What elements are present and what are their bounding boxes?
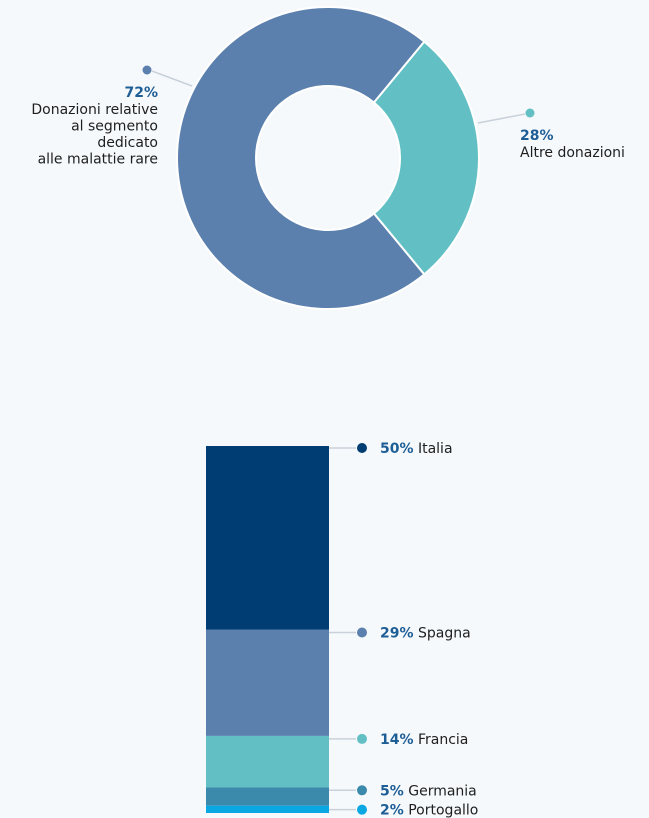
segment-percent: 2%	[380, 803, 404, 818]
segment-label: 2% Portogallo	[380, 803, 478, 818]
segment-name: Spagna	[414, 626, 471, 642]
donut-slice	[176, 6, 426, 310]
slice-percent: 72%	[124, 85, 158, 101]
bar-segment	[206, 629, 329, 736]
segment-label: 50% Italia	[380, 441, 453, 457]
segment-label: 14% Francia	[380, 732, 468, 748]
segment-name: Portogallo	[404, 803, 479, 818]
slice-label: dedicato	[97, 135, 158, 151]
label-dot	[357, 627, 367, 638]
leader-line	[151, 70, 193, 87]
bar-segment	[206, 735, 329, 788]
label-dot	[357, 733, 367, 744]
segment-label: 29% Spagna	[380, 626, 471, 642]
segment-name: Francia	[414, 732, 469, 748]
leader-line	[477, 113, 526, 124]
segment-percent: 29%	[380, 626, 414, 642]
label-dot	[357, 785, 367, 796]
segment-percent: 50%	[380, 441, 414, 457]
segment-label: 5% Germania	[380, 783, 477, 799]
bar-segment	[206, 805, 329, 813]
label-dot	[142, 65, 152, 75]
bar-segment	[206, 787, 329, 806]
slice-label: Donazioni relative	[31, 102, 158, 118]
slice-percent: 28%	[520, 128, 554, 144]
donut-slice	[372, 40, 480, 276]
label-dot	[525, 108, 535, 118]
slice-label: Altre donazioni	[520, 145, 625, 161]
segment-name: Italia	[414, 441, 453, 457]
segment-percent: 14%	[380, 732, 414, 748]
bar-segment	[206, 446, 329, 630]
slice-label: alle malattie rare	[38, 152, 158, 168]
label-dot	[357, 804, 367, 815]
segment-name: Germania	[404, 783, 477, 799]
segment-percent: 5%	[380, 783, 404, 799]
label-dot	[357, 443, 367, 453]
slice-label: al segmento	[71, 119, 158, 135]
